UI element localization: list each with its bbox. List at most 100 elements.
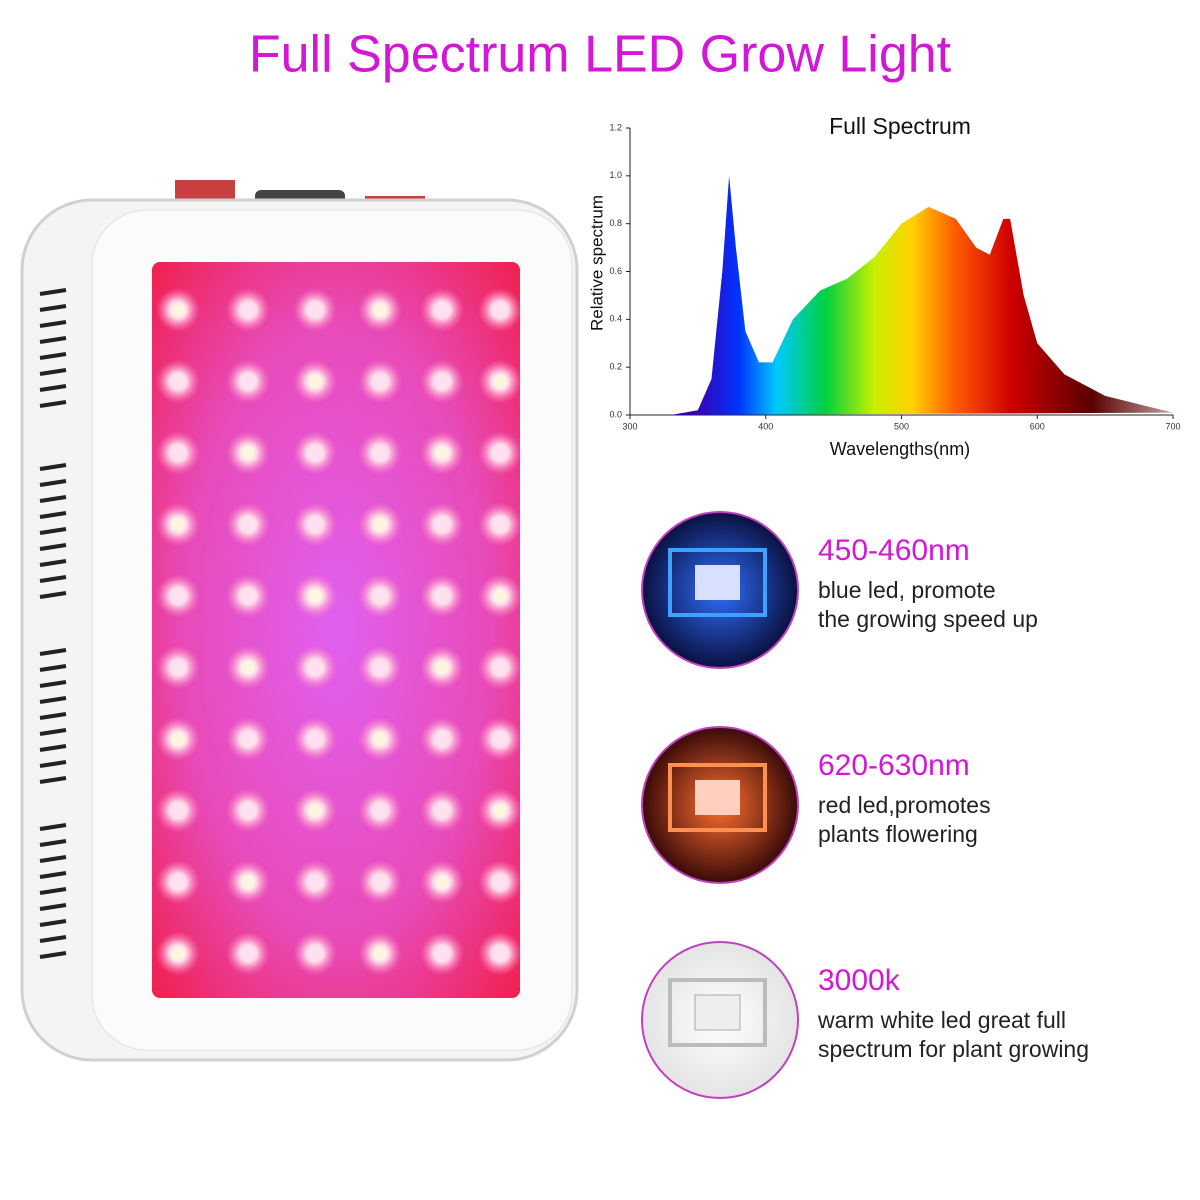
vent — [39, 511, 67, 519]
feature-text: warm white led great full — [817, 1007, 1066, 1033]
led — [308, 374, 322, 389]
vent — [39, 823, 67, 831]
vent — [39, 575, 67, 583]
vent — [39, 839, 67, 847]
led — [373, 589, 387, 603]
led — [435, 446, 449, 460]
spectrum-chart: Full Spectrum Wavelengths(nm) Relative s… — [587, 113, 1180, 459]
vent — [39, 664, 67, 672]
led — [493, 732, 507, 746]
led — [493, 803, 507, 818]
y-tick-label: 0.4 — [609, 314, 622, 324]
vent — [39, 951, 67, 959]
x-tick-label: 600 — [1030, 421, 1045, 431]
y-tick-label: 0.8 — [609, 218, 622, 228]
led — [493, 517, 507, 532]
led — [308, 446, 322, 460]
y-tick-label: 0.2 — [609, 362, 622, 372]
vent — [39, 527, 67, 535]
led — [493, 660, 507, 675]
led — [308, 732, 322, 746]
led — [171, 732, 185, 746]
led — [493, 589, 507, 603]
vent — [39, 336, 67, 344]
vent — [39, 712, 67, 720]
y-tick-label: 1.0 — [609, 170, 622, 180]
led — [493, 446, 507, 460]
led — [308, 875, 322, 889]
x-tick-label: 300 — [622, 421, 637, 431]
led — [493, 303, 507, 317]
y-tick-label: 0.6 — [609, 266, 622, 276]
vent — [39, 760, 67, 768]
led — [493, 946, 507, 961]
vent — [39, 919, 67, 927]
vent — [39, 559, 67, 567]
led — [241, 374, 255, 389]
led — [241, 517, 255, 532]
vent — [39, 680, 67, 688]
led — [373, 303, 387, 317]
led — [171, 374, 185, 389]
y-tick-label: 0.0 — [609, 409, 622, 419]
vent — [39, 495, 67, 503]
vent — [39, 304, 67, 312]
feature-text: plants flowering — [818, 821, 978, 847]
led — [493, 875, 507, 889]
vents — [39, 288, 67, 959]
spectrum-area — [670, 175, 1173, 415]
led — [171, 946, 185, 961]
vent — [39, 479, 67, 487]
vent — [39, 400, 67, 408]
led — [171, 446, 185, 460]
feature-text: spectrum for plant growing — [818, 1036, 1089, 1062]
led — [435, 374, 449, 389]
led — [435, 732, 449, 746]
led — [435, 946, 449, 961]
x-tick-label: 400 — [758, 421, 773, 431]
led — [241, 589, 255, 603]
led — [171, 875, 185, 889]
led — [171, 803, 185, 818]
led — [373, 803, 387, 818]
chip — [694, 994, 741, 1031]
led — [241, 303, 255, 317]
led — [435, 660, 449, 675]
led — [373, 732, 387, 746]
led — [493, 374, 507, 389]
led — [308, 589, 322, 603]
led-grid — [156, 288, 522, 976]
vent — [39, 855, 67, 863]
feature-text: the growing speed up — [818, 606, 1038, 632]
vent — [39, 463, 67, 471]
vent — [39, 320, 67, 328]
vent — [39, 728, 67, 736]
led — [373, 374, 387, 389]
feature-heading: 450-460nm — [818, 534, 970, 567]
vent — [39, 871, 67, 879]
chart-title: Full Spectrum — [829, 113, 971, 139]
chip — [695, 565, 740, 600]
feature-heading: 620-630nm — [818, 749, 970, 782]
led — [171, 303, 185, 317]
x-tick-label: 700 — [1165, 421, 1180, 431]
led — [241, 660, 255, 675]
y-tick-label: 1.2 — [609, 122, 622, 132]
vent — [39, 648, 67, 656]
led — [171, 589, 185, 603]
x-axis-label: Wavelengths(nm) — [830, 439, 970, 459]
led — [373, 875, 387, 889]
chip — [695, 780, 740, 815]
vent — [39, 591, 67, 599]
y-axis-label: Relative spectrum — [587, 195, 606, 331]
vent — [39, 744, 67, 752]
led — [171, 660, 185, 675]
vent — [39, 543, 67, 551]
led — [435, 803, 449, 818]
chip — [668, 763, 767, 832]
led — [241, 446, 255, 460]
feature-text: red led,promotes — [818, 792, 991, 818]
led — [435, 875, 449, 889]
led — [241, 803, 255, 818]
